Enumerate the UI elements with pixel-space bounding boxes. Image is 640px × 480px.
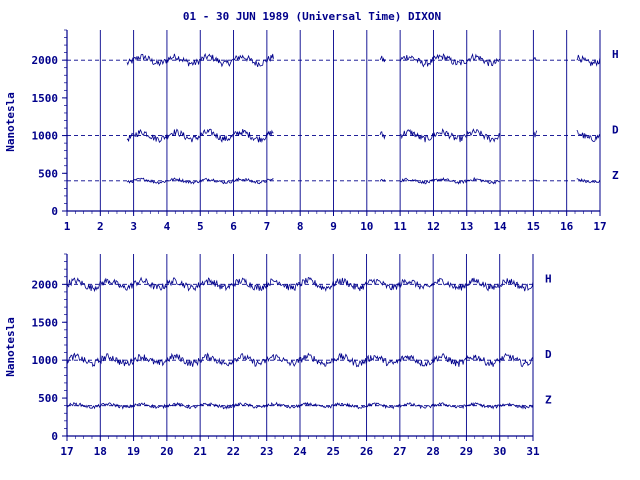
y-tick-label: 2000 [32,54,59,67]
x-tick-label: 22 [227,445,240,458]
y-tick-label: 0 [51,205,58,218]
x-tick-label: 23 [260,445,273,458]
x-tick-label: 3 [130,220,137,233]
series-label-d: D [545,348,552,361]
series-d-trace [399,128,501,143]
series-label-d: D [612,124,619,137]
series-z-trace [400,176,501,185]
y-axis-label-top: Nanotesla [4,92,17,152]
x-tick-label: 1 [64,220,71,233]
x-tick-label: 28 [427,445,440,458]
x-tick-label: 27 [393,445,406,458]
chart-title: 01 - 30 JUN 1989 (Universal Time) DIXON [183,10,441,23]
x-tick-label: 30 [493,445,506,458]
series-label-z: Z [545,394,552,407]
y-tick-label: 2000 [32,278,59,291]
y-tick-label: 500 [38,392,58,405]
series-label-h: H [612,48,619,61]
series-d-trace [126,128,274,143]
series-d-trace [576,130,601,143]
y-tick-label: 500 [38,167,58,180]
x-tick-label: 20 [160,445,173,458]
x-tick-label: 17 [593,220,606,233]
series-z-trace [66,401,534,410]
series-h-trace [576,54,601,67]
series-z-trace [379,178,386,183]
y-tick-label: 1000 [32,130,59,143]
series-z-trace [576,178,601,184]
x-tick-label: 26 [360,445,374,458]
series-h-trace [399,52,501,68]
x-tick-label: 15 [527,220,540,233]
series-z-trace [126,177,274,185]
x-tick-label: 31 [526,445,540,458]
series-label-h: H [545,272,552,285]
x-tick-label: 8 [297,220,304,233]
x-tick-label: 17 [60,445,73,458]
x-tick-label: 4 [164,220,171,233]
x-tick-label: 18 [94,445,107,458]
x-tick-label: 9 [330,220,337,233]
x-tick-label: 5 [197,220,204,233]
x-tick-label: 16 [560,220,574,233]
x-tick-label: 25 [327,445,340,458]
x-tick-label: 12 [427,220,440,233]
x-tick-label: 29 [460,445,473,458]
x-tick-label: 13 [460,220,473,233]
x-tick-label: 21 [194,445,208,458]
series-h-trace [379,55,386,63]
y-tick-label: 1500 [32,316,59,329]
y-tick-label: 0 [51,430,58,443]
series-h-trace [126,52,274,68]
y-axis-label-bottom: Nanotesla [4,317,17,377]
x-tick-label: 19 [127,445,140,458]
series-h-trace [533,56,537,61]
series-h-trace [66,276,534,293]
series-label-z: Z [612,169,619,182]
x-tick-label: 11 [394,220,408,233]
x-tick-label: 2 [97,220,104,233]
series-d-trace [379,131,386,140]
x-tick-label: 6 [230,220,237,233]
y-tick-label: 1000 [32,354,59,367]
x-tick-label: 24 [293,445,307,458]
series-d-trace [533,130,538,138]
x-tick-label: 7 [264,220,271,233]
series-z-trace [533,179,537,181]
x-tick-label: 10 [360,220,373,233]
series-d-trace [66,352,534,368]
x-tick-label: 14 [493,220,507,233]
y-tick-label: 1500 [32,92,59,105]
